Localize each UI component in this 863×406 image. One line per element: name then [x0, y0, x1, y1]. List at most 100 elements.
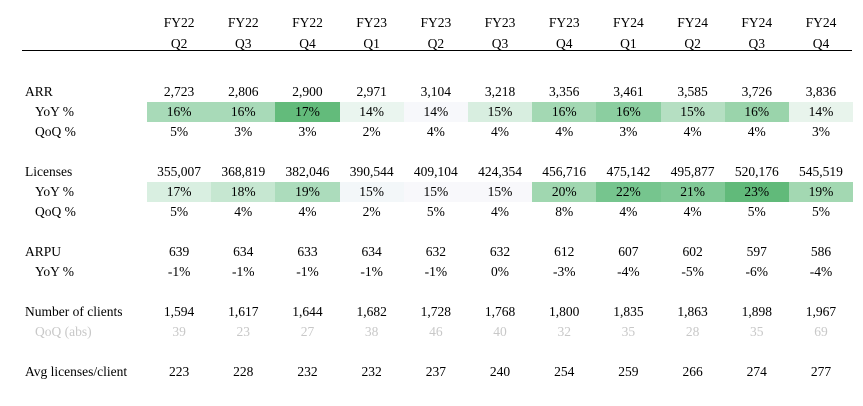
table-cell: 16%: [596, 102, 661, 122]
table-cell: 355,007: [157, 164, 202, 179]
table-cell: 2%: [362, 124, 381, 139]
table-cell: 15%: [467, 102, 533, 122]
fiscal-year: FY22: [292, 15, 323, 30]
table-cell: -5%: [681, 264, 704, 279]
table-cell: 612: [554, 244, 575, 259]
column-header: FY23 Q4: [532, 12, 596, 54]
table-cell: 35: [750, 324, 764, 339]
quarter: Q3: [235, 36, 252, 51]
table-row-arr-yoy: YoY % 16% 16% 17% 14% 14% 15% 16% 16% 15% 16% 14%: [0, 102, 863, 122]
table-cell: -3%: [552, 264, 576, 279]
table-cell: 3%: [811, 124, 830, 139]
table-cell: 3%: [234, 124, 253, 139]
quarter: Q2: [684, 36, 701, 51]
table-cell: 35: [621, 324, 636, 339]
table-cell: 259: [618, 364, 639, 379]
table-cell: 18%: [211, 182, 276, 202]
table-cell: 19%: [275, 182, 340, 202]
table-cell: 27: [300, 324, 315, 339]
table-row-arpu: ARPU 639 634 633 634 632 632 612 607 602 597 586: [0, 242, 863, 262]
table-cell: 409,104: [413, 164, 458, 179]
table-cell: 3%: [619, 124, 638, 139]
table-cell: 8%: [555, 204, 574, 219]
table-cell: 22%: [596, 182, 661, 202]
table-cell: 4%: [619, 204, 638, 219]
table-cell: 368,819: [221, 164, 266, 179]
table-cell: 15%: [660, 102, 725, 122]
table-cell: 17%: [147, 182, 212, 202]
row-label: Licenses: [25, 164, 73, 179]
table-cell: 1,644: [292, 304, 323, 319]
table-cell: 4%: [298, 204, 317, 219]
table-cell: 14%: [339, 102, 404, 122]
table-cell: 5%: [170, 124, 189, 139]
fiscal-year: FY24: [805, 15, 837, 30]
table-cell: 1,594: [163, 304, 195, 319]
column-header: FY22 Q2: [147, 12, 211, 54]
table-cell: 15%: [403, 182, 468, 202]
table-cell: -6%: [745, 264, 769, 279]
quarter: Q3: [491, 36, 509, 51]
table-cell: 0%: [491, 264, 510, 279]
table-cell: 597: [746, 244, 767, 259]
row-label: QoQ (abs): [35, 324, 92, 339]
table-cell: 266: [682, 364, 703, 379]
table-cell: 632: [489, 244, 511, 259]
table-cell: 545,519: [799, 164, 843, 179]
table-cell: 3%: [298, 124, 317, 139]
table-cell: 237: [425, 364, 446, 379]
table-cell: 232: [297, 364, 318, 379]
table-cell: 382,046: [285, 164, 330, 179]
row-label: QoQ %: [35, 124, 76, 139]
quarter: Q4: [812, 36, 830, 51]
table-cell: 40: [493, 324, 507, 339]
fiscal-year: FY23: [548, 15, 580, 30]
table-cell: 15%: [467, 182, 533, 202]
table-cell: -1%: [167, 264, 191, 279]
column-header: FY23 Q1: [340, 12, 404, 54]
table-cell: 5%: [426, 204, 445, 219]
row-label: Number of clients: [25, 304, 123, 319]
table-cell: 2,971: [356, 84, 387, 99]
column-header: FY24 Q1: [596, 12, 660, 54]
table-cell: 1,617: [228, 304, 259, 319]
table-cell: 14%: [403, 102, 468, 122]
table-cell: 21%: [660, 182, 725, 202]
table-cell: 1,800: [549, 304, 580, 319]
table-cell: 4%: [491, 124, 510, 139]
column-header: FY24 Q2: [661, 12, 725, 54]
fiscal-year: FY24: [677, 15, 708, 30]
table-cell: 69: [814, 324, 828, 339]
row-label: YoY %: [35, 184, 75, 199]
table-cell: 495,877: [670, 164, 715, 179]
column-header: FY22 Q4: [275, 12, 339, 54]
table-cell: 23%: [724, 182, 789, 202]
table-cell: 19%: [788, 182, 854, 202]
table-cell: 475,142: [606, 164, 651, 179]
table-cell: 607: [618, 244, 639, 259]
table-row-lic: Licenses 355,007 368,819 382,046 390,544 409,…: [0, 162, 863, 182]
row-label: QoQ %: [35, 204, 76, 219]
table-cell: 5%: [811, 204, 830, 219]
fiscal-year: FY23: [420, 15, 452, 30]
table-cell: -1%: [360, 264, 383, 279]
table-cell: 15%: [339, 182, 404, 202]
table-cell: 1,967: [805, 304, 837, 319]
column-header: FY23 Q3: [468, 12, 532, 54]
quarter: Q3: [748, 36, 766, 51]
quarter: Q1: [363, 36, 380, 51]
table-row-clients-qoq: QoQ (abs) 39 23 27 38 46 40 32 35 28 35 69: [0, 322, 863, 342]
table-cell: 4%: [683, 204, 702, 219]
table-cell: 1,835: [613, 304, 644, 319]
table-cell: 4%: [555, 124, 574, 139]
quarter: Q4: [299, 36, 316, 51]
table-row-arpu-yoy: YoY % -1% -1% -1% -1% -1% 0% -3% -4% -5% -6% -4%: [0, 262, 863, 282]
table-cell: 3,461: [613, 84, 644, 99]
table-cell: 634: [233, 244, 254, 259]
table-row-avg: Avg licenses/client 223 228 232 232 237 240 254…: [0, 362, 863, 382]
table-cell: -4%: [809, 264, 833, 279]
table-cell: 1,863: [677, 304, 708, 319]
table-cell: 28: [685, 324, 700, 339]
table-cell: -1%: [296, 264, 319, 279]
fiscal-year: FY23: [356, 15, 388, 30]
